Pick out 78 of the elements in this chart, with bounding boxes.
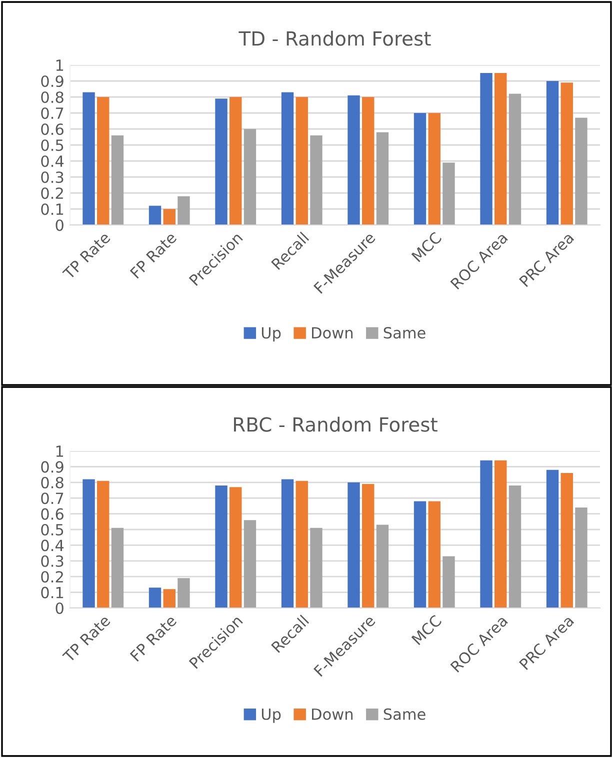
chart-title: TD - Random Forest [238, 30, 431, 46]
y-tick-label: 0.8 [41, 91, 64, 104]
bar [494, 460, 507, 608]
bar [546, 470, 559, 608]
y-tick-label: 0.4 [41, 155, 64, 168]
y-tick-label: 0.7 [41, 492, 64, 504]
bar [428, 113, 440, 225]
y-tick-label: 0.7 [41, 107, 64, 120]
y-tick-label: 0.6 [41, 123, 64, 136]
bar [348, 95, 360, 225]
y-tick-label: 0.3 [41, 171, 64, 184]
y-tick-label: 0.8 [41, 476, 64, 488]
bar [442, 162, 455, 225]
y-tick-label: 1 [56, 60, 64, 71]
bar [508, 94, 522, 225]
bar [215, 486, 228, 608]
y-tick-label: 0.1 [41, 203, 64, 216]
bar [97, 97, 110, 225]
y-tick-label: 0.4 [41, 540, 64, 552]
bar [82, 479, 95, 608]
legend-label: Up [262, 708, 281, 723]
y-tick-label: 0.2 [41, 571, 63, 583]
legend-label: Down [312, 708, 353, 720]
bar [296, 97, 308, 225]
bar [230, 487, 242, 608]
y-tick-label: 1 [56, 446, 64, 457]
bar [428, 501, 440, 608]
y-tick-label: 0 [56, 219, 64, 232]
bar [494, 73, 507, 225]
bar [215, 98, 228, 225]
bar [560, 472, 573, 608]
bar [414, 113, 426, 225]
chart-title: RBC - Random Forest [234, 416, 438, 432]
bar [362, 484, 374, 608]
bar [111, 528, 124, 608]
bar [163, 589, 176, 608]
legend-label: Down [312, 327, 353, 339]
bar [178, 196, 190, 225]
y-tick-label: 0.9 [41, 75, 64, 88]
bar [362, 97, 374, 225]
bar [560, 82, 573, 225]
bar [414, 501, 426, 608]
bar [348, 482, 360, 608]
bar [310, 528, 322, 608]
y-tick-label: 0.2 [41, 187, 63, 200]
y-tick-label: 0.6 [41, 508, 64, 520]
bar [82, 92, 95, 225]
y-tick-label: 0.5 [41, 139, 64, 152]
y-tick-label: 0.3 [41, 555, 64, 567]
bar [480, 73, 492, 225]
bar [163, 209, 176, 225]
legend-label: Same [384, 327, 426, 339]
bar [508, 486, 522, 608]
bar [575, 508, 588, 608]
bar [480, 460, 492, 608]
bar [575, 118, 588, 225]
bar [296, 480, 308, 608]
bar [148, 588, 162, 608]
bar [111, 135, 124, 225]
bar [244, 129, 256, 225]
bar [376, 524, 389, 608]
y-tick-label: 0.1 [41, 586, 64, 598]
bar [281, 92, 294, 225]
y-tick-label: 0.9 [41, 461, 64, 473]
legend-label: Same [384, 708, 426, 720]
bar [376, 132, 389, 225]
bar [230, 97, 242, 225]
bar [281, 479, 294, 608]
bar [178, 578, 190, 608]
bar [442, 556, 455, 608]
bar [546, 81, 559, 225]
bar [244, 520, 256, 608]
bar [310, 135, 322, 225]
legend-label: Up [262, 327, 281, 342]
bar [97, 480, 110, 608]
y-tick-label: 0.5 [41, 524, 64, 536]
y-tick-label: 0 [56, 602, 64, 614]
bar [148, 206, 162, 225]
